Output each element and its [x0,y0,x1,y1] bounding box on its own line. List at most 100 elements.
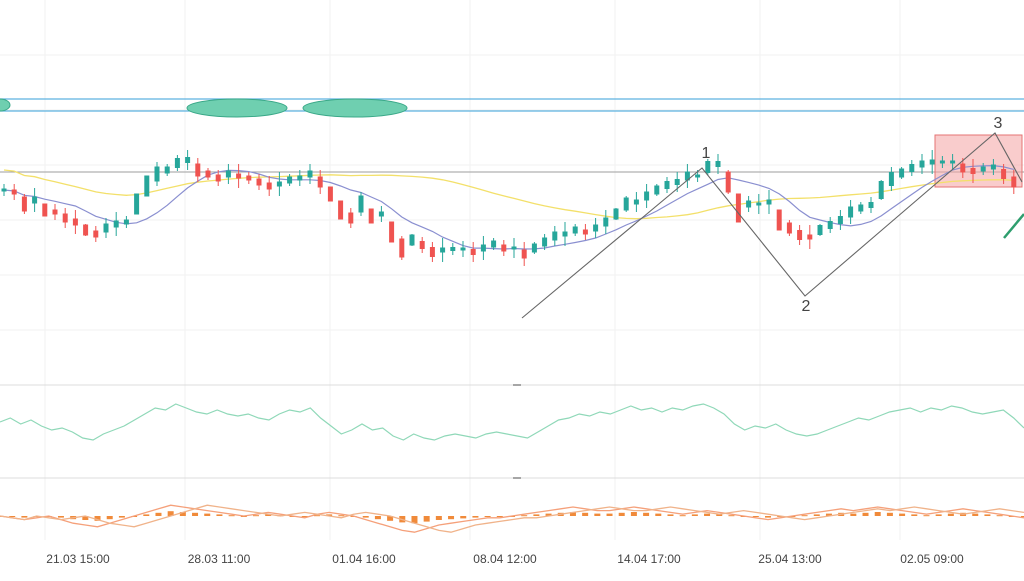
macd-bar-19 [228,515,235,517]
macd-bar-74 [899,513,906,516]
macd-bar-56 [679,515,686,517]
candle-70 [715,161,721,167]
macd-bar-72 [874,512,881,516]
candle-63 [644,191,650,201]
macd-bar-1 [9,516,16,517]
candle-33 [338,200,344,220]
trend-arrow [1003,213,1024,239]
candle-6 [62,213,68,223]
macd-bar-84 [1021,516,1024,517]
macd-bar-17 [204,513,211,516]
x-tick-label-2: 01.04 16:00 [332,552,396,566]
macd-bar-57 [691,514,698,516]
macd-bar-15 [179,512,186,516]
macd-bar-14 [167,511,174,516]
candle-77 [786,222,792,234]
macd-bar-26 [313,515,320,517]
x-tick-label-5: 25.04 13:00 [758,552,822,566]
candle-96 [980,166,986,172]
candle-62 [633,199,639,205]
candle-42 [429,247,435,257]
candle-12 [123,219,129,225]
macd-signal-line [0,504,1024,533]
macd-bar-81 [984,514,991,516]
candle-45 [460,247,466,251]
candle-49 [501,244,507,252]
macd-bar-59 [716,514,723,516]
macd-bar-21 [253,515,259,517]
candle-7 [72,218,78,226]
candle-37 [378,211,384,217]
wave-annotations: 1 2 3 [521,115,1024,319]
macd-bar-36 [435,516,442,520]
macd-bar-63 [765,516,771,518]
candle-23 [236,173,242,179]
candle-9 [93,230,99,238]
candle-50 [511,246,517,250]
resistance-marker-0 [0,98,11,112]
candle-4 [42,203,48,217]
macd-bar-13 [155,512,162,516]
candle-17 [174,158,180,168]
candle-98 [1001,169,1007,179]
candle-8 [83,224,89,236]
macd-bar-47 [569,512,576,516]
candle-78 [797,230,803,240]
macd-bar-78 [947,513,954,516]
candle-24 [246,175,252,181]
candle-97 [990,164,996,170]
candle-86 [878,181,884,199]
macd-bar-67 [813,514,820,516]
macd-bar-75 [911,514,918,516]
wave-label-2: 2 [802,298,811,315]
macd-bar-55 [667,514,674,516]
candle-52 [531,243,537,253]
macd-bar-82 [996,515,1003,517]
candle-73 [746,200,752,208]
macd-bar-51 [618,512,625,516]
candle-41 [419,241,425,249]
macd-bar-41 [496,516,503,517]
macd-bar-34 [411,516,418,524]
candle-10 [103,223,109,233]
macd-bar-32 [387,516,394,521]
candle-84 [858,204,864,212]
candle-48 [491,240,497,248]
moving-average-fast [3,164,1014,250]
candle-69 [705,161,711,173]
candle-14 [144,175,150,197]
candle-13 [134,193,140,215]
candle-56 [572,226,578,234]
candle-40 [409,234,415,246]
candle-39 [399,238,405,258]
candle-68 [695,174,701,178]
macd-bar-49 [594,513,601,516]
candle-88 [899,168,905,178]
macd-bar-43 [521,515,528,517]
candle-87 [888,172,894,186]
candles [1,150,1017,266]
candle-46 [470,249,476,255]
macd-bar-18 [216,514,223,516]
candle-91 [929,159,935,165]
wave-path [521,132,1023,319]
candle-16 [164,166,170,174]
macd-bar-71 [862,512,869,516]
candle-80 [817,225,823,235]
candle-19 [195,163,201,177]
macd-bar-52 [630,512,637,516]
x-tick-label-1: 28.03 11:00 [188,552,251,566]
candle-71 [725,171,731,193]
candle-2 [21,196,27,212]
macd-bar-54 [655,513,662,516]
candle-11 [113,220,119,228]
candle-94 [960,163,966,173]
wave-label-3: 3 [994,115,1003,132]
candle-81 [827,221,833,229]
candle-30 [307,170,313,178]
macd-bar-25 [301,516,308,517]
candle-15 [154,166,160,182]
macd-bar-10 [118,516,125,518]
